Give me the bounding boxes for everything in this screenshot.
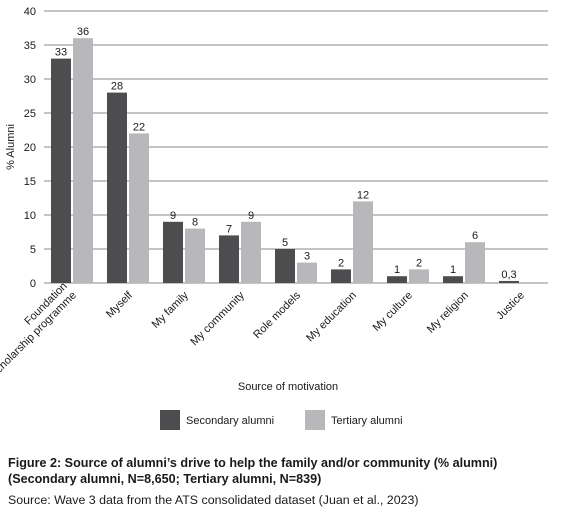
x-tick-label-line: My family — [150, 289, 192, 331]
data-label-tertiary-alumni-6: 2 — [416, 257, 422, 269]
x-tick-label-line: My community — [188, 289, 247, 348]
x-tick-label-text: My culture — [371, 289, 415, 333]
x-tick-label: My family — [150, 289, 192, 331]
bar-tertiary-alumni-5 — [353, 201, 373, 283]
x-axis-title: Source of motivation — [238, 381, 338, 393]
figure-caption: Figure 2: Source of alumni’s drive to he… — [8, 455, 556, 487]
data-label-tertiary-alumni-5: 12 — [357, 189, 369, 201]
y-tick-label: 25 — [24, 108, 36, 120]
bar-chart: 0 5 10 15 20 25 30 35 40 33 28 9 7 5 2 1 1 0,3 36 22 8 9 3 12 2… — [0, 6, 548, 430]
caption-line-1: Figure 2: Source of alumni’s drive to he… — [8, 456, 498, 470]
y-axis-ticks: 0 5 10 15 20 25 30 35 40 — [24, 6, 36, 290]
x-tick-label-line: My religion — [425, 289, 471, 335]
legend-swatch-secondary — [160, 410, 180, 430]
x-tick-label-line: My education — [304, 289, 359, 344]
bar-secondary-alumni-4 — [275, 249, 295, 283]
y-tick-label: 20 — [24, 142, 36, 154]
bar-secondary-alumni-7 — [443, 276, 463, 283]
bar-secondary-alumni-1 — [107, 92, 127, 283]
x-tick-label: My education — [304, 289, 359, 344]
x-tick-label-line: Myself — [104, 289, 136, 321]
bar-secondary-alumni-3 — [219, 235, 239, 283]
x-tick-label-text: Justice — [494, 289, 527, 322]
bar-tertiary-alumni-6 — [409, 269, 429, 283]
data-label-secondary-alumni-3: 7 — [226, 223, 232, 235]
data-label-secondary-alumni-6: 1 — [394, 264, 400, 276]
bar-secondary-alumni-5 — [331, 269, 351, 283]
x-axis-ticks: Foundationscholarship programme Myself My … — [0, 280, 527, 379]
x-tick-label: My religion — [425, 289, 471, 335]
data-label-tertiary-alumni-1: 22 — [133, 121, 145, 133]
x-tick-label-text: Foundationscholarship programme — [0, 280, 79, 379]
data-label-secondary-alumni-1: 28 — [111, 81, 123, 93]
legend-label-secondary: Secondary alumni — [186, 415, 274, 427]
x-tick-label-line: My culture — [371, 289, 415, 333]
data-label-secondary-alumni-0: 33 — [55, 47, 67, 59]
legend-label-tertiary: Tertiary alumni — [331, 415, 403, 427]
bars — [51, 38, 519, 284]
data-label-tertiary-alumni-2: 8 — [192, 217, 198, 229]
y-tick-label: 35 — [24, 40, 36, 52]
x-tick-label: Role models — [251, 289, 303, 341]
bar-tertiary-alumni-0 — [73, 38, 93, 284]
bar-tertiary-alumni-7 — [465, 242, 485, 283]
bar-tertiary-alumni-3 — [241, 221, 261, 283]
x-tick-label-text: My education — [304, 289, 359, 344]
figure-source: Source: Wave 3 data from the ATS consoli… — [8, 493, 419, 507]
legend: Secondary alumni Tertiary alumni — [160, 410, 403, 430]
data-label-secondary-alumni-4: 5 — [282, 237, 288, 249]
x-tick-label: Myself — [104, 289, 136, 321]
bar-tertiary-alumni-2 — [185, 228, 205, 283]
bar-tertiary-alumni-4 — [297, 262, 317, 283]
x-tick-label-text: Role models — [251, 289, 303, 341]
y-axis-title: % Alumni — [5, 124, 17, 170]
x-tick-label-text: My community — [188, 289, 247, 348]
y-tick-label: 40 — [24, 6, 36, 18]
y-tick-label: 0 — [30, 278, 36, 290]
data-label-secondary-alumni-5: 2 — [338, 257, 344, 269]
y-tick-label: 10 — [24, 210, 36, 222]
x-tick-label: Justice — [494, 289, 527, 322]
data-labels: 33 28 9 7 5 2 1 1 0,3 36 22 8 9 3 12 2 6 — [55, 26, 517, 281]
x-tick-label-text: My religion — [425, 289, 471, 335]
x-tick-label-line: Role models — [251, 289, 303, 341]
caption-line-2: (Secondary alumni, N=8,650; Tertiary alu… — [8, 472, 322, 486]
y-tick-label: 15 — [24, 176, 36, 188]
data-label-tertiary-alumni-3: 9 — [248, 210, 254, 222]
data-label-secondary-alumni-7: 1 — [450, 264, 456, 276]
bar-tertiary-alumni-1 — [129, 133, 149, 283]
y-tick-label: 5 — [30, 244, 36, 256]
y-tick-label: 30 — [24, 74, 36, 86]
data-label-tertiary-alumni-0: 36 — [77, 26, 89, 38]
x-tick-label: My community — [188, 289, 247, 348]
data-label-secondary-alumni-8: 0,3 — [501, 269, 516, 281]
data-label-secondary-alumni-2: 9 — [170, 210, 176, 222]
x-tick-label-line: Justice — [494, 289, 527, 322]
x-tick-label-text: Myself — [104, 289, 136, 321]
data-label-tertiary-alumni-4: 3 — [304, 251, 310, 263]
bar-secondary-alumni-6 — [387, 276, 407, 283]
x-tick-label: My culture — [371, 289, 415, 333]
x-tick-label: Foundationscholarship programme — [0, 280, 79, 379]
gridlines — [44, 10, 548, 284]
bar-secondary-alumni-8 — [499, 280, 519, 283]
legend-swatch-tertiary — [305, 410, 325, 430]
bar-secondary-alumni-0 — [51, 58, 71, 283]
data-label-tertiary-alumni-7: 6 — [472, 230, 478, 242]
bar-secondary-alumni-2 — [163, 221, 183, 283]
x-tick-label-text: My family — [150, 289, 192, 331]
